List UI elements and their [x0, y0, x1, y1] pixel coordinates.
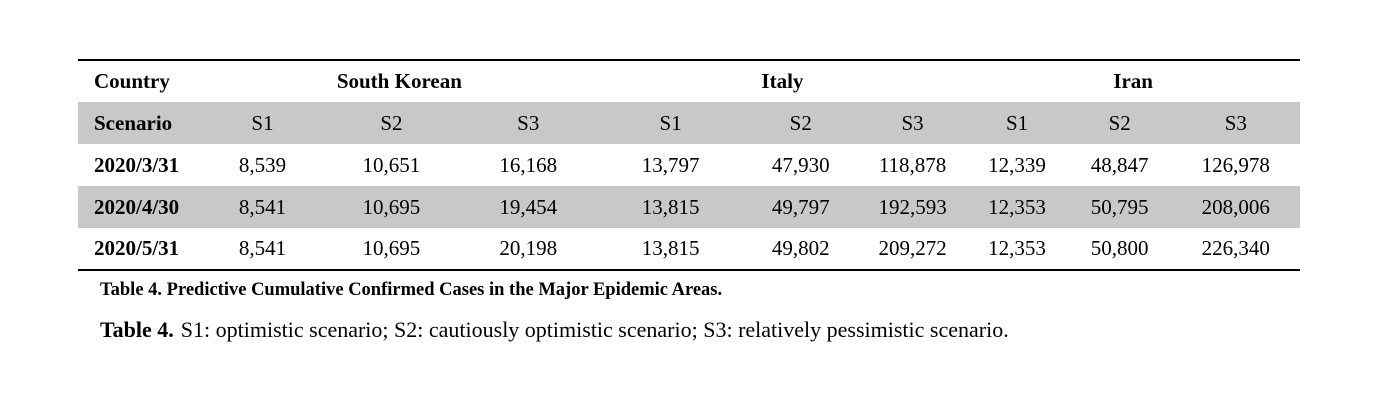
scenario-header: S1	[251, 110, 274, 135]
table-note-text: S1: optimistic scenario; S2: cautiously …	[180, 317, 1009, 342]
value-cell: 20,198	[499, 236, 558, 260]
table-caption: Table 4. Predictive Cumulative Confirmed…	[100, 280, 723, 300]
value-cell: 226,340	[1201, 236, 1270, 260]
country-header-row: Country South Korean Italy Iran	[78, 60, 1300, 102]
value-cell: 8,541	[238, 236, 287, 260]
value-cell: 208,006	[1201, 194, 1270, 219]
scenario-header-row: Scenario S1 S2 S3 S1 S2 S3 S1 S2 S3	[78, 102, 1300, 144]
value-cell: 47,930	[771, 152, 830, 177]
value-cell: 50,800	[1090, 236, 1149, 260]
table-row: 2020/3/31 8,539 10,651 16,168 13,797 47,930 11…	[78, 144, 1300, 186]
value-cell: 12,353	[988, 194, 1046, 219]
value-cell: 12,339	[988, 152, 1046, 177]
date-cell: 2020/5/31	[94, 236, 180, 260]
table-row: 2020/4/30 8,541 10,695 19,454 13,815 49,797 19…	[78, 186, 1300, 228]
value-cell: 13,815	[641, 194, 700, 219]
value-cell: 209,272	[878, 236, 947, 260]
country-header: Italy	[761, 69, 804, 93]
value-cell: 192,593	[878, 194, 947, 219]
scenario-header: S3	[517, 110, 540, 135]
table-body: 2020/3/31 8,539 10,651 16,168 13,797 47,930 11…	[78, 144, 1300, 270]
scenario-header: S1	[1005, 110, 1029, 135]
value-cell: 10,651	[362, 152, 421, 177]
value-cell: 48,847	[1090, 152, 1149, 177]
value-cell: 8,539	[238, 152, 287, 177]
country-header-label: Country	[94, 69, 170, 93]
value-cell: 49,797	[771, 194, 830, 219]
scenario-header-label: Scenario	[94, 110, 173, 135]
value-cell: 10,695	[362, 236, 421, 260]
value-cell: 19,454	[499, 194, 558, 219]
value-cell: 126,978	[1201, 152, 1270, 177]
table-note-label: Table 4.	[100, 317, 174, 342]
scenario-header: S2	[789, 110, 812, 135]
value-cell: 50,795	[1090, 194, 1149, 219]
value-cell: 10,695	[362, 194, 421, 219]
predictive-cases-table: Country South Korean Italy Iran Scenario S…	[78, 59, 1300, 271]
table-note: Table 4. S1: optimistic scenario; S2: cau…	[100, 317, 1009, 343]
value-cell: 13,815	[641, 236, 700, 260]
scenario-header: S3	[901, 110, 924, 135]
date-cell: 2020/3/31	[94, 152, 180, 177]
scenario-header: S2	[1108, 110, 1131, 135]
scenario-header: S1	[659, 110, 682, 135]
scenario-header: S2	[380, 110, 403, 135]
country-header: Iran	[1113, 69, 1153, 93]
value-cell: 16,168	[499, 152, 558, 177]
value-cell: 8,541	[238, 194, 287, 219]
table-row: 2020/5/31 8,541 10,695 20,198 13,815 49,802 20…	[78, 228, 1300, 270]
country-header: South Korean	[336, 69, 462, 93]
scenario-header: S3	[1224, 110, 1247, 135]
value-cell: 118,878	[878, 152, 947, 177]
date-cell: 2020/4/30	[94, 194, 180, 219]
value-cell: 13,797	[641, 152, 700, 177]
value-cell: 12,353	[988, 236, 1046, 260]
table-container: Country South Korean Italy Iran Scenario S…	[78, 59, 1300, 271]
value-cell: 49,802	[771, 236, 830, 260]
